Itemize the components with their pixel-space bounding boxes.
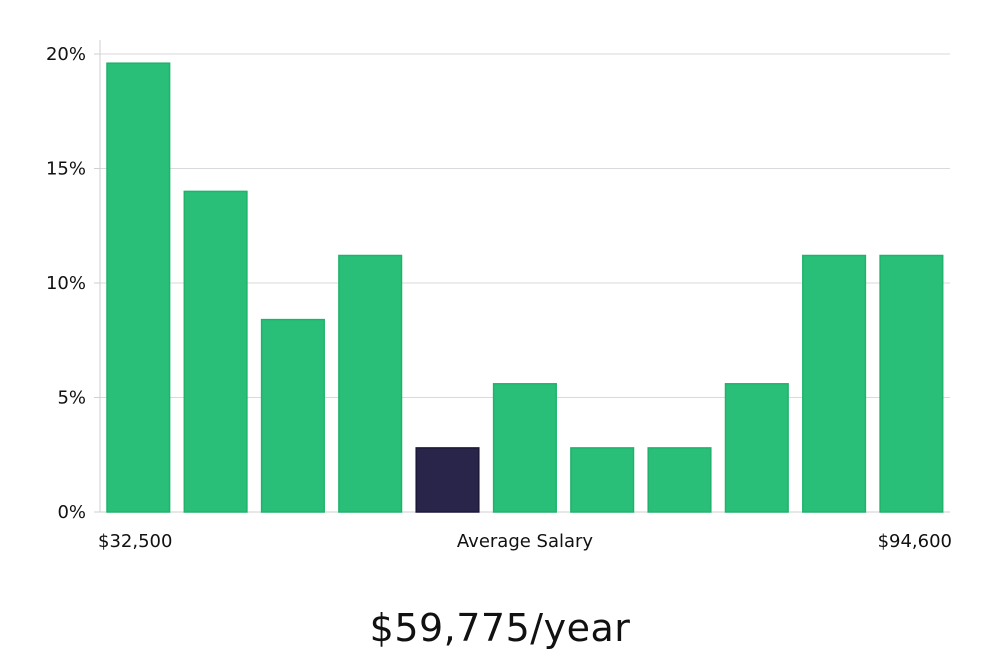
bar	[647, 447, 712, 513]
bar	[879, 254, 944, 513]
bar-highlighted	[415, 447, 480, 513]
x-end-label: $94,600	[878, 531, 952, 552]
y-tick-label: 0%	[57, 502, 86, 523]
y-tick-label: 15%	[46, 159, 86, 180]
average-salary-value: $59,775/year	[369, 606, 631, 650]
bar	[106, 62, 171, 513]
y-tick-label: 10%	[46, 273, 86, 294]
bar	[183, 190, 248, 513]
bar	[492, 383, 557, 513]
x-axis-label: Average Salary	[457, 531, 594, 552]
bar	[260, 318, 325, 513]
salary-distribution-chart: 0% 5% 10% 15% 20% $32,500 Average Salary $94…	[46, 40, 952, 552]
bar	[724, 383, 789, 513]
bars	[106, 62, 944, 513]
y-axis-ticks: 0% 5% 10% 15% 20%	[46, 44, 100, 523]
y-tick-label: 20%	[46, 44, 86, 65]
x-start-label: $32,500	[98, 531, 172, 552]
y-tick-label: 5%	[57, 388, 86, 409]
bar	[802, 254, 867, 513]
bar	[338, 254, 403, 513]
bar	[570, 447, 635, 513]
